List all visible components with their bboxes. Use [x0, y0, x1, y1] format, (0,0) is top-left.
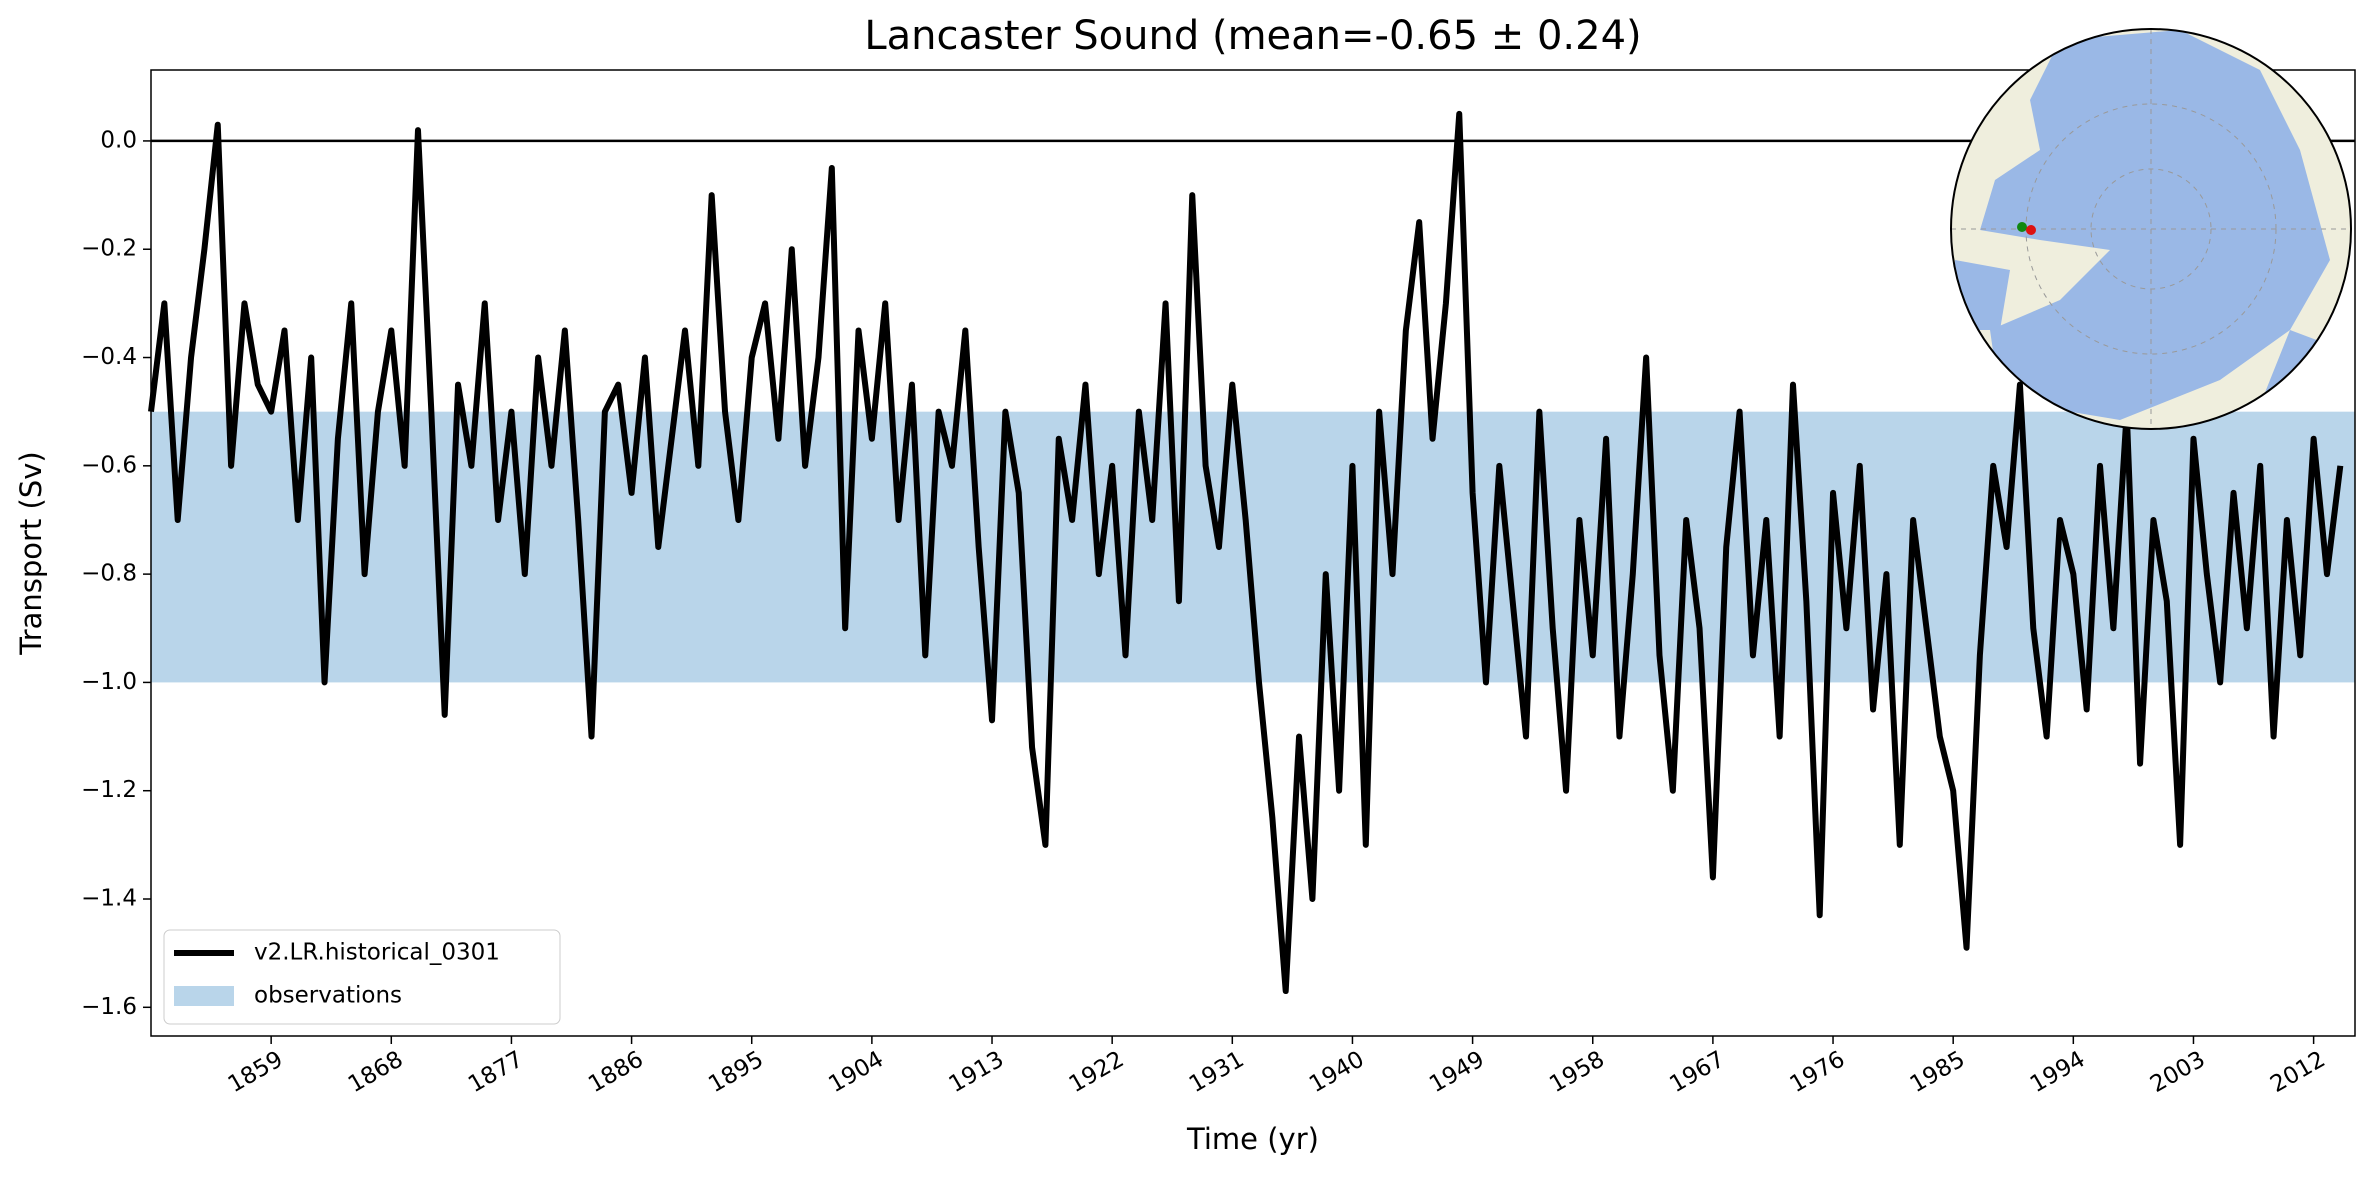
map-point	[2026, 225, 2036, 235]
y-tick-label: −1.4	[81, 886, 137, 912]
map-ocean	[1980, 30, 2330, 420]
map-border	[1950, 28, 2352, 430]
y-axis-label: Transport (Sv)	[14, 451, 48, 656]
legend-label: observations	[254, 983, 402, 1009]
y-tick-label: −0.8	[81, 561, 137, 587]
chart-title: Lancaster Sound (mean=-0.65 ± 0.24)	[864, 13, 1641, 59]
legend-patch	[174, 986, 234, 1006]
y-tick-label: −1.2	[81, 777, 137, 803]
legend: v2.LR.historical_0301 observations	[163, 929, 561, 1025]
y-tick-label: 0.0	[100, 127, 137, 153]
plot-area	[148, 110, 2355, 995]
series-line	[148, 110, 2344, 995]
y-tick-label: −1.6	[81, 994, 137, 1020]
y-tick-label: −0.2	[81, 236, 137, 262]
x-axis-label: Time (yr)	[1186, 1122, 1319, 1156]
y-tick-label: −0.4	[81, 344, 137, 370]
y-tick-label: −1.0	[81, 669, 137, 695]
legend-label: v2.LR.historical_0301	[254, 940, 500, 966]
map-point	[2017, 222, 2027, 232]
y-tick-label: −0.6	[81, 452, 137, 478]
axes-frame	[150, 69, 2356, 1037]
legend-box	[163, 929, 561, 1025]
